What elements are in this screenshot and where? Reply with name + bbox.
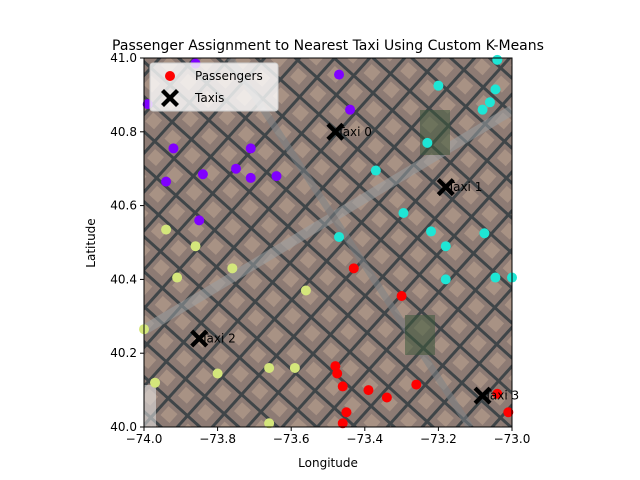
passenger-point <box>172 272 183 283</box>
passenger-point <box>334 69 345 80</box>
passenger-point <box>332 368 343 379</box>
passenger-point <box>363 385 374 396</box>
passenger-point <box>168 143 179 154</box>
plot-frame <box>143 57 513 428</box>
taxi-markers: Taxi 0 Taxi 1 Taxi 2 Taxi 3 <box>190 122 520 405</box>
passenger-point <box>264 362 275 373</box>
y-tick-label: 40.2 <box>110 346 137 360</box>
passenger-point <box>422 137 433 148</box>
x-tick-label: −73.4 <box>346 432 383 446</box>
passenger-point <box>289 362 300 373</box>
passenger-point <box>492 388 503 399</box>
x-axis-label: Longitude <box>298 456 358 470</box>
passenger-point <box>194 215 205 226</box>
x-tick-label: −74.0 <box>126 432 163 446</box>
y-tick-label: 41.0 <box>110 51 137 65</box>
passenger-point <box>334 231 345 242</box>
legend-taxis-marker <box>161 89 179 107</box>
passenger-point <box>477 104 488 115</box>
taxi-marker <box>190 329 209 348</box>
passenger-point <box>490 272 501 283</box>
passenger-point <box>264 418 275 429</box>
passenger-point <box>398 207 409 218</box>
passenger-point <box>227 263 238 274</box>
passenger-point <box>300 285 311 296</box>
taxi-marker <box>473 386 492 405</box>
passenger-point <box>150 377 161 388</box>
passenger-point <box>396 291 407 302</box>
legend-taxis-label: Taxis <box>194 91 224 105</box>
passenger-point <box>161 176 172 187</box>
passenger-point <box>245 143 256 154</box>
x-tick-label: −73.8 <box>199 432 236 446</box>
taxi-label: Taxi 2 <box>200 331 236 345</box>
passenger-point <box>440 241 451 252</box>
passenger-point <box>433 80 444 91</box>
y-axis-label: Latitude <box>84 218 98 267</box>
passenger-point <box>490 84 501 95</box>
x-tick-label: −73.6 <box>273 432 310 446</box>
legend: Passengers Taxis <box>149 62 279 112</box>
map-background <box>144 58 512 427</box>
y-tick-label: 40.0 <box>110 420 137 434</box>
taxi-label: Taxi 0 <box>336 125 372 139</box>
passenger-point <box>271 171 282 182</box>
passenger-point <box>370 165 381 176</box>
passenger-point <box>484 97 495 108</box>
passenger-point <box>479 228 490 239</box>
taxi-marker <box>326 122 345 141</box>
taxi-marker <box>436 178 455 197</box>
y-axis: 40.0 40.2 40.4 40.6 40.8 41.0 <box>110 51 144 434</box>
passenger-point <box>231 163 241 174</box>
passenger-point <box>212 368 223 379</box>
passenger-point <box>245 172 256 183</box>
passenger-point <box>440 274 451 285</box>
passenger-point <box>492 54 503 65</box>
passenger-point <box>341 407 352 418</box>
passenger-point <box>348 263 359 274</box>
legend-passengers-marker <box>165 71 175 81</box>
passenger-point <box>411 379 422 390</box>
taxi-label: Taxi 3 <box>484 389 520 403</box>
legend-passengers-label: Passengers <box>195 69 263 83</box>
chart-title: Passenger Assignment to Nearest Taxi Usi… <box>112 38 544 54</box>
x-tick-label: −73.2 <box>420 432 457 446</box>
passenger-point <box>337 381 348 392</box>
y-tick-label: 40.8 <box>110 125 137 139</box>
passenger-point <box>426 226 437 237</box>
taxi-label: Taxi 1 <box>447 180 483 194</box>
passenger-point <box>345 104 356 115</box>
x-tick-label: −73.0 <box>494 432 531 446</box>
passenger-point <box>197 169 208 180</box>
y-tick-label: 40.4 <box>110 272 137 286</box>
legend-box <box>149 62 279 112</box>
y-tick-label: 40.6 <box>110 199 137 213</box>
x-axis: −74.0 −73.8 −73.6 −73.4 −73.2 −73.0 <box>126 427 531 446</box>
passenger-point <box>381 392 392 403</box>
passenger-point <box>503 407 514 418</box>
passenger-point <box>190 241 201 252</box>
passenger-point <box>337 418 348 429</box>
passenger-point <box>161 224 172 235</box>
